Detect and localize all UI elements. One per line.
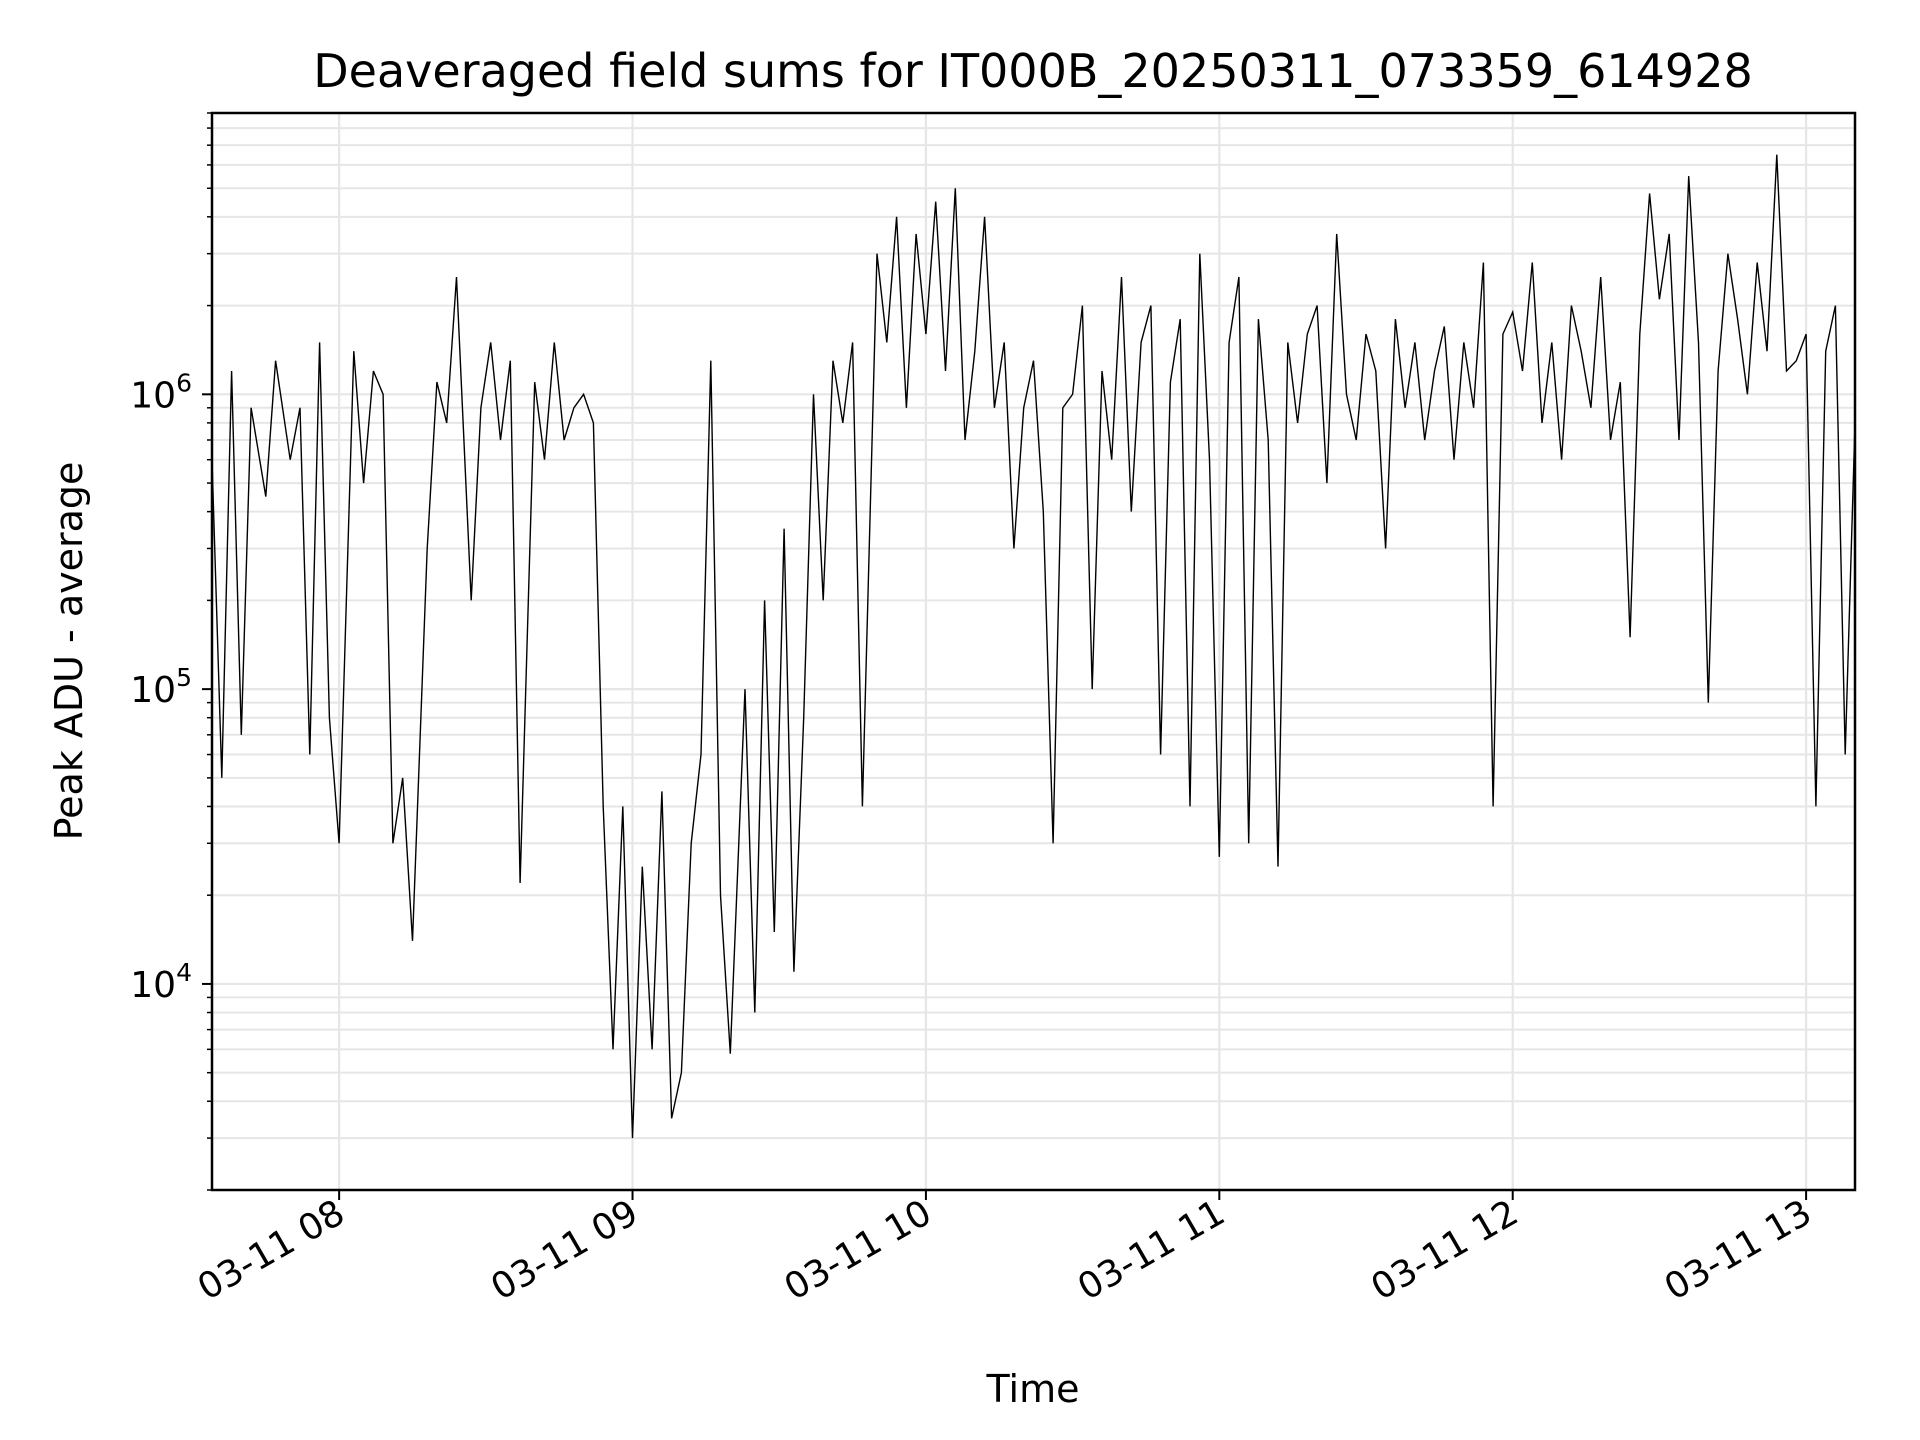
y-axis-label: Peak ADU - average (47, 462, 91, 841)
y-tick-label: 104 (130, 958, 192, 1006)
chart-title: Deaveraged field sums for IT000B_2025031… (313, 44, 1752, 98)
y-tick-label: 106 (130, 368, 192, 416)
series-line (211, 154, 1856, 1139)
y-tick-label: 105 (130, 663, 192, 711)
data-layer (211, 154, 1856, 1139)
x-axis-label: Time (986, 1367, 1080, 1411)
plot-frame (210, 111, 1857, 1192)
